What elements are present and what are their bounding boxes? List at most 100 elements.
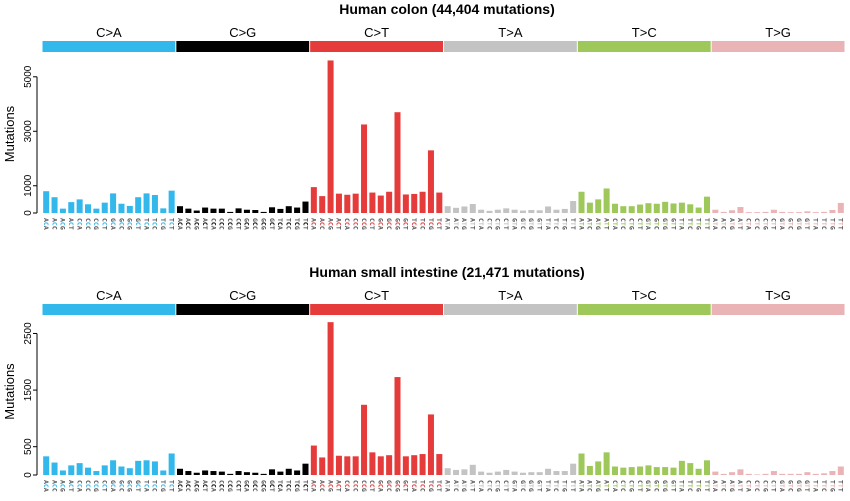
context-label: ATG	[460, 480, 468, 492]
bar	[729, 210, 736, 213]
context-label: GCG	[393, 218, 401, 230]
bar	[402, 194, 409, 213]
bar	[185, 208, 192, 213]
bar	[344, 456, 351, 475]
y-tick-label: 3000	[23, 120, 34, 143]
context-label: TCA	[142, 480, 150, 492]
bar	[218, 471, 225, 475]
bar	[578, 191, 585, 213]
bar	[59, 470, 66, 475]
bar	[637, 466, 644, 475]
bar	[586, 465, 593, 475]
context-label: GTT	[535, 218, 543, 230]
bar	[84, 467, 92, 475]
context-label: ATT	[469, 480, 477, 492]
bar	[804, 472, 811, 475]
context-label: GCT	[268, 480, 276, 492]
bar	[645, 465, 652, 475]
bar	[478, 209, 485, 213]
context-label: GTT	[669, 218, 677, 230]
group-label: T>A	[498, 25, 523, 40]
group-strip	[444, 41, 577, 52]
context-label: TCT	[167, 218, 175, 230]
context-label: TCA	[276, 480, 284, 492]
bar	[712, 209, 719, 213]
context-label: GTT	[535, 480, 543, 492]
context-label: GTG	[661, 480, 669, 492]
group-label: T>C	[632, 25, 657, 40]
bar	[453, 469, 460, 475]
bar	[151, 461, 158, 475]
bar	[611, 466, 618, 475]
context-label: CTG	[494, 480, 502, 492]
bar	[243, 209, 250, 213]
context-label: ATG	[728, 218, 736, 230]
context-label: TTT	[837, 218, 845, 230]
bar	[528, 210, 535, 213]
context-label: GCC	[117, 218, 125, 230]
context-label: TCG	[427, 218, 435, 230]
context-label: CCG	[360, 480, 368, 492]
context-label: TCC	[285, 218, 293, 230]
bar	[461, 206, 468, 213]
bar	[712, 471, 719, 475]
bar	[135, 197, 142, 213]
bar	[101, 202, 108, 213]
context-label: GTG	[527, 480, 535, 492]
context-label: CCG	[360, 218, 368, 230]
y-tick-label: 5000	[23, 65, 34, 88]
context-label: TCT	[435, 480, 443, 492]
group-strip	[310, 304, 443, 315]
context-label: CCT	[234, 480, 242, 492]
context-label: CCC	[351, 218, 359, 230]
bar	[361, 124, 368, 213]
context-label: CTC	[485, 480, 493, 492]
context-label: GCT	[402, 480, 410, 492]
bar	[837, 202, 844, 213]
context-label: GCA	[377, 480, 385, 492]
context-label: GTA	[778, 480, 786, 492]
context-label: ACA	[176, 218, 184, 230]
bar	[427, 414, 434, 475]
bar	[193, 472, 200, 475]
bar	[754, 474, 761, 475]
context-label: CCT	[368, 480, 376, 492]
context-label: ATA	[577, 480, 585, 492]
bar	[804, 211, 811, 213]
context-label: TTT	[837, 480, 845, 492]
bar	[68, 202, 75, 213]
context-label: GTG	[795, 480, 803, 492]
bar	[436, 454, 443, 475]
bar	[678, 202, 685, 213]
context-label: GCG	[259, 480, 267, 492]
bar	[754, 212, 761, 213]
group-strip	[42, 41, 176, 52]
bar	[637, 204, 644, 213]
context-label: ATC	[586, 218, 594, 230]
bar	[703, 460, 710, 475]
context-label: TTT	[569, 218, 577, 230]
context-label: TTA	[678, 480, 686, 492]
context-label: CCG	[226, 218, 234, 230]
bar	[829, 210, 836, 213]
context-label: GTA	[510, 218, 518, 230]
bar	[595, 461, 602, 475]
bar	[729, 472, 736, 475]
bar	[687, 463, 694, 475]
bar	[210, 208, 217, 213]
y-tick-label: 0	[23, 472, 34, 478]
bar	[277, 471, 284, 475]
context-label: ACT	[201, 480, 209, 492]
context-label: CCA	[209, 480, 217, 492]
context-label: CTG	[628, 218, 636, 230]
bar	[528, 472, 535, 475]
group-label: T>G	[765, 288, 791, 303]
bar	[695, 207, 702, 213]
context-label: ATA	[711, 480, 719, 492]
bar	[603, 452, 610, 475]
context-label: CCC	[218, 480, 226, 492]
context-label: TCA	[410, 218, 418, 230]
context-label: ATG	[460, 218, 468, 230]
bar	[118, 203, 125, 213]
bar	[394, 112, 401, 213]
